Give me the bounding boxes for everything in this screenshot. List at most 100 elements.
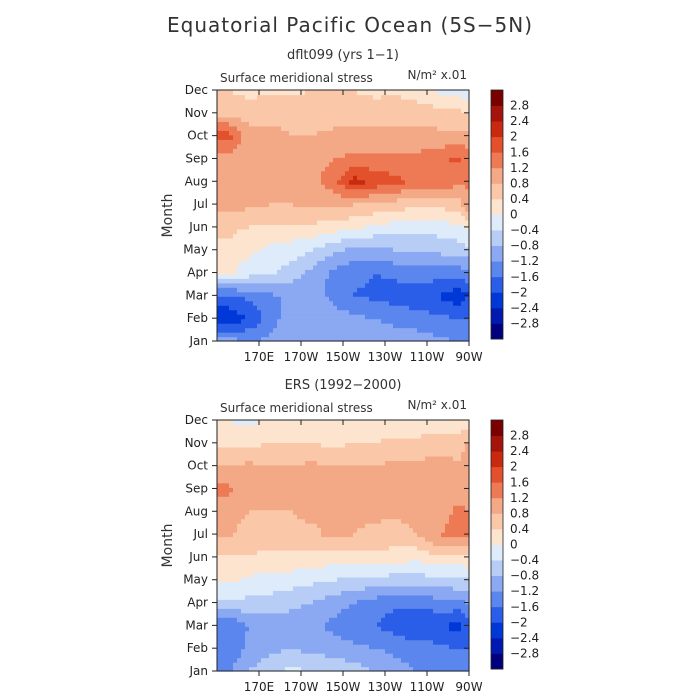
contour-cell <box>249 599 254 605</box>
contour-cell <box>329 612 334 618</box>
contour-cell <box>313 121 318 127</box>
contour-cell <box>265 657 270 663</box>
contour-cell <box>417 278 422 284</box>
contour-cell <box>273 572 278 578</box>
contour-cell <box>357 143 362 149</box>
contour-cell <box>237 590 242 596</box>
contour-cell <box>301 237 306 243</box>
contour-cell <box>325 318 330 324</box>
contour-cell <box>261 202 266 208</box>
contour-cell <box>281 166 286 172</box>
contour-cell <box>465 332 470 338</box>
contour-cell <box>441 228 446 235</box>
contour-cell <box>377 157 382 163</box>
contour-cell <box>241 224 246 230</box>
contour-cell <box>333 305 338 311</box>
contour-cell <box>265 314 270 320</box>
contour-cell <box>261 648 266 654</box>
contour-cell <box>373 594 378 600</box>
contour-cell <box>401 125 406 131</box>
contour-cell <box>233 287 238 293</box>
contour-cell <box>309 590 314 596</box>
contour-cell <box>341 282 346 288</box>
contour-cell <box>289 219 294 226</box>
contour-cell <box>237 644 242 650</box>
contour-cell <box>445 581 450 587</box>
contour-cell <box>329 635 334 641</box>
contour-cell <box>289 166 294 172</box>
contour-cell <box>237 327 242 333</box>
contour-cell <box>313 300 318 306</box>
contour-cell <box>321 300 326 306</box>
contour-cell <box>293 278 298 284</box>
contour-cell <box>217 653 222 659</box>
contour-cell <box>433 626 438 632</box>
contour-cell <box>237 273 242 279</box>
contour-cell <box>229 224 234 230</box>
contour-cell <box>233 255 238 261</box>
contour-cell <box>373 269 378 275</box>
contour-cell <box>293 296 298 302</box>
contour-cell <box>421 130 426 136</box>
contour-cell <box>233 206 238 212</box>
contour-cell <box>221 166 226 172</box>
contour-cell <box>377 188 382 194</box>
contour-cell <box>269 264 274 270</box>
contour-cell <box>289 662 294 668</box>
contour-cell <box>401 260 406 266</box>
contour-cell <box>241 130 246 136</box>
contour-cell <box>229 309 234 315</box>
contour-cell <box>269 224 274 230</box>
contour-cell <box>437 121 442 127</box>
contour-cell <box>465 219 470 226</box>
contour-cell <box>369 179 374 185</box>
contour-cell <box>333 139 338 145</box>
contour-cell <box>397 246 402 252</box>
contour-cell <box>373 219 378 226</box>
contour-cell <box>449 246 454 252</box>
contour-cell <box>221 612 226 618</box>
contour-cell <box>429 653 434 659</box>
contour-cell <box>465 179 470 185</box>
contour-cell <box>313 130 318 136</box>
contour-cell <box>461 130 466 136</box>
contour-cell <box>281 666 286 672</box>
contour-cell <box>333 626 338 632</box>
contour-cell <box>349 197 354 203</box>
contour-cell <box>253 581 258 587</box>
contour-cell <box>281 170 286 176</box>
contour-cell <box>333 590 338 596</box>
contour-cell <box>321 594 326 600</box>
contour-cell <box>389 139 394 145</box>
contour-cell <box>281 157 286 163</box>
contour-cell <box>345 224 350 230</box>
contour-cell <box>357 260 362 266</box>
contour-cell <box>229 125 234 131</box>
contour-cell <box>261 278 266 284</box>
contour-cell <box>385 103 390 109</box>
contour-cell <box>289 594 294 600</box>
contour-cell <box>341 175 346 181</box>
contour-cell <box>257 287 262 293</box>
contour-cell <box>345 103 350 109</box>
contour-cell <box>445 576 450 582</box>
contour-cell <box>293 662 298 668</box>
contour-cell <box>341 626 346 632</box>
contour-cell <box>305 635 310 641</box>
contour-cell <box>241 193 246 199</box>
contour-cell <box>265 273 270 279</box>
contour-cell <box>301 166 306 172</box>
contour-cell <box>249 635 254 641</box>
contour-cell <box>281 112 286 118</box>
contour-cell <box>225 594 230 600</box>
contour-cell <box>345 630 350 636</box>
contour-cell <box>377 278 382 284</box>
contour-cell <box>289 287 294 293</box>
contour-cell <box>237 255 242 261</box>
contour-cell <box>461 300 466 306</box>
contour-cell <box>297 314 302 320</box>
contour-cell <box>269 255 274 261</box>
contour-cell <box>217 139 222 145</box>
contour-cell <box>397 166 402 172</box>
contour-cell <box>313 246 318 252</box>
